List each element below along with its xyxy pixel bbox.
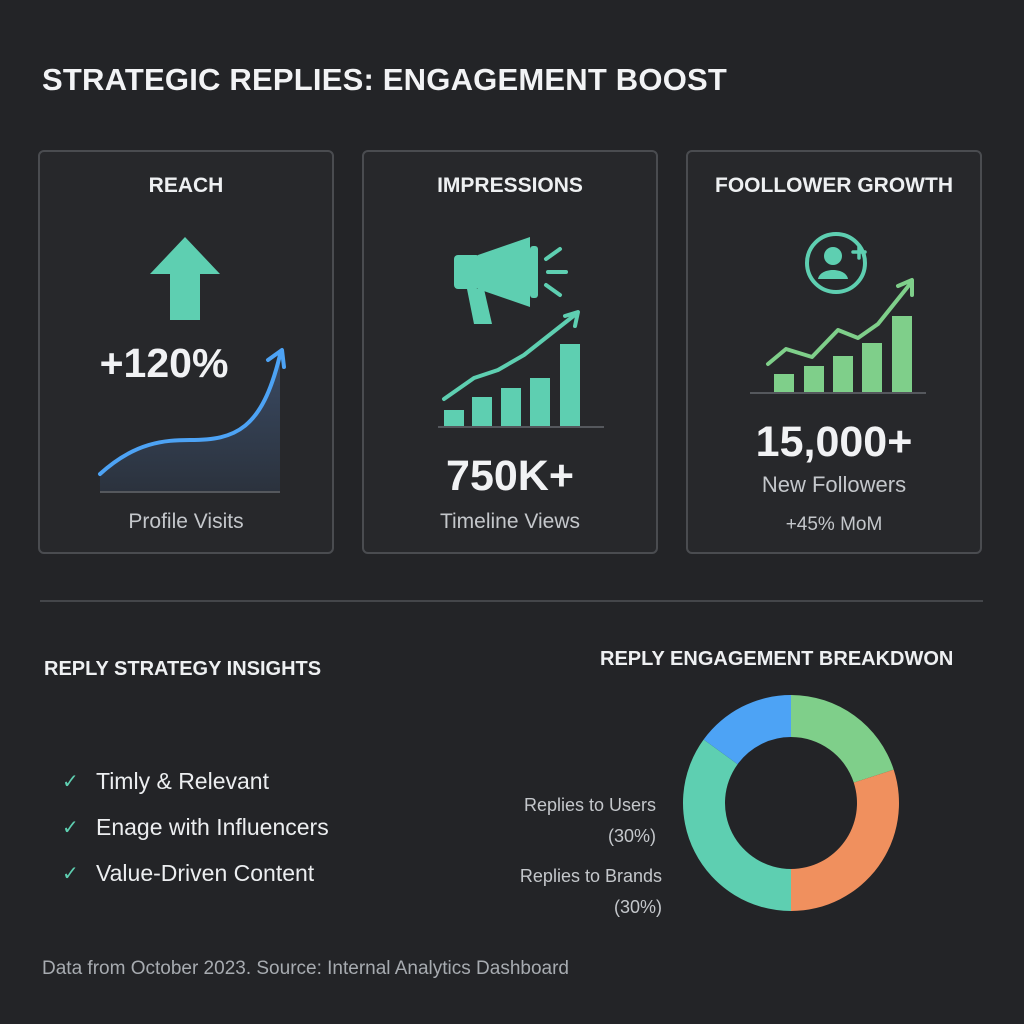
- follower-value: 15,000+: [755, 418, 913, 466]
- follower-label: New Followers: [761, 472, 907, 497]
- donut-chart: [683, 695, 899, 911]
- donut-label-brands-name: Replies to Brands: [519, 866, 662, 886]
- chart-title: REPLY ENGAGEMENT BREAKDWON: [600, 648, 954, 670]
- list-item: ✓ Value-Driven Content: [62, 850, 329, 896]
- reach-value: +120%: [99, 340, 229, 386]
- reach-label: Profile Visits: [128, 510, 244, 533]
- follower-bars: [774, 316, 912, 393]
- impressions-bars: [444, 344, 580, 427]
- check-icon: ✓: [62, 770, 79, 793]
- impressions-value: 750K+: [446, 452, 574, 500]
- impressions-graphic: [438, 237, 604, 428]
- follower-growth-card: FOOLLOWER GROWTH 15,000+ New Followers +…: [686, 150, 982, 554]
- insight-text: Enage with Influencers: [96, 813, 329, 840]
- add-user-icon: [805, 232, 867, 294]
- reach-card: REACH +120% Profile Visits: [38, 150, 334, 554]
- up-arrow-icon: [150, 237, 220, 320]
- list-item: ✓ Enage with Influencers: [62, 804, 329, 850]
- reach-curve-area: [100, 355, 280, 492]
- check-icon: ✓: [62, 816, 79, 839]
- insight-text: Value-Driven Content: [96, 859, 315, 886]
- check-icon: ✓: [62, 862, 79, 885]
- insights-title: REPLY STRATEGY INSIGHTS: [44, 658, 322, 680]
- insight-text: Timly & Relevant: [96, 767, 269, 794]
- donut-slice-0: [791, 695, 894, 783]
- reach-curve-line: [98, 353, 282, 476]
- insights-list: ✓ Timly & Relevant ✓ Enage with Influencer…: [62, 758, 329, 896]
- follower-graphic: [750, 232, 926, 394]
- reach-card-title: REACH: [148, 174, 224, 197]
- donut-label-users-pct: (30%): [607, 826, 656, 846]
- follower-sublabel: +45% MoM: [785, 514, 883, 535]
- donut-slice-3: [703, 695, 791, 765]
- donut-slice-1: [791, 769, 899, 911]
- donut-label-users-name: Replies to Users: [523, 795, 656, 815]
- donut-label-brands: Replies to Brands (30%): [470, 861, 662, 923]
- donut-slice-2: [683, 739, 791, 911]
- donut-label-brands-pct: (30%): [613, 897, 662, 917]
- list-item: ✓ Timly & Relevant: [62, 758, 329, 804]
- section-divider: [40, 600, 983, 602]
- impressions-card-title: IMPRESSIONS: [437, 174, 583, 197]
- follower-card-title: FOOLLOWER GROWTH: [715, 174, 953, 197]
- reach-graphic: [98, 237, 286, 493]
- impressions-card: IMPRESSIONS 750K+ Timeline Views: [362, 150, 658, 554]
- megaphone-icon: [454, 237, 538, 324]
- impressions-label: Timeline Views: [439, 510, 581, 533]
- donut-label-users: Replies to Users (30%): [470, 790, 656, 852]
- page-title: STRATEGIC REPLIES: ENGAGEMENT BOOST: [42, 62, 728, 97]
- footnote: Data from October 2023. Source: Internal…: [42, 958, 569, 979]
